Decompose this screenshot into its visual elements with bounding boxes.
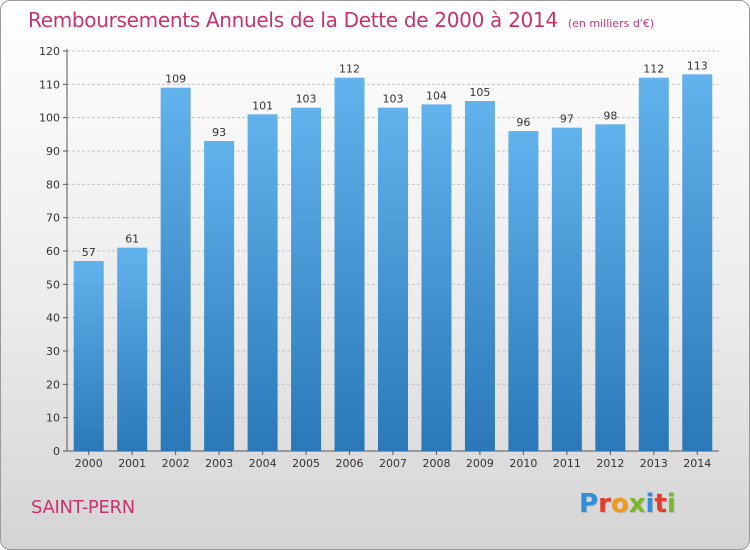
x-tick-label: 2001 (118, 457, 146, 470)
y-tick-labels: 0 10 20 30 40 50 60 70 80 90 100 110 120 (39, 45, 60, 458)
data-label: 109 (165, 73, 186, 86)
data-label: 113 (687, 59, 708, 72)
y-tick-label: 90 (46, 145, 60, 158)
y-tick-label: 70 (46, 212, 60, 225)
y-tick-label: 110 (39, 78, 60, 91)
bar-2009 (464, 101, 495, 451)
bar-2011 (551, 127, 582, 452)
data-label: 103 (383, 93, 404, 106)
data-labels: 57 61 109 93 101 103 112 103 104 105 96 97 98 112 113 (82, 59, 708, 259)
data-label: 112 (339, 63, 360, 76)
logo-letter: r (598, 489, 611, 519)
data-label: 101 (252, 99, 273, 112)
chart-subtitle: (en milliers d'€) (567, 17, 655, 30)
logo-letter: o (610, 489, 629, 519)
bar-2002 (160, 87, 191, 452)
x-tick-label: 2000 (75, 457, 103, 470)
bar-2001 (117, 247, 148, 451)
y-tick-label: 40 (46, 312, 60, 325)
data-label: 57 (82, 246, 96, 259)
x-tick-label: 2009 (466, 457, 494, 470)
x-tick-label: 2010 (509, 457, 537, 470)
x-tick-label: 2005 (292, 457, 320, 470)
x-tick-label: 2002 (162, 457, 190, 470)
x-tick-label: 2007 (379, 457, 407, 470)
bar-2014 (682, 74, 713, 451)
data-label: 97 (560, 113, 574, 126)
bar-2010 (508, 131, 539, 451)
x-tick-label: 2013 (640, 457, 668, 470)
bar-2004 (247, 114, 278, 451)
data-label: 93 (212, 126, 226, 139)
y-tick-label: 30 (46, 345, 60, 358)
x-tick-label: 2006 (336, 457, 364, 470)
logo-letter: i (666, 489, 676, 519)
y-tick-label: 10 (46, 412, 60, 425)
x-tick-label: 2011 (553, 457, 581, 470)
data-label: 104 (426, 89, 447, 102)
y-tick-label: 120 (39, 45, 60, 58)
proxiti-logo[interactable]: Proxiti (579, 489, 676, 519)
bar-2008 (421, 104, 452, 451)
data-label: 96 (516, 116, 530, 129)
logo-letter: i (645, 489, 655, 519)
data-label: 105 (469, 86, 490, 99)
chart-title: Remboursements Annuels de la Dette de 20… (28, 8, 654, 32)
y-tick-label: 60 (46, 245, 60, 258)
x-tick-label: 2008 (422, 457, 450, 470)
x-tick-label: 2003 (205, 457, 233, 470)
y-tick-label: 100 (39, 112, 60, 125)
data-label: 98 (603, 109, 617, 122)
y-tick-label: 80 (46, 178, 60, 191)
bar-2000 (73, 261, 104, 451)
x-tick-label: 2014 (683, 457, 711, 470)
bar-2013 (638, 77, 669, 452)
data-label: 61 (125, 233, 139, 246)
bar-2003 (204, 141, 235, 451)
y-tick-label: 20 (46, 378, 60, 391)
y-tick-label: 50 (46, 278, 60, 291)
commune-name: SAINT-PERN (31, 497, 135, 518)
bar-2007 (378, 107, 408, 452)
chart-title-text: Remboursements Annuels de la Dette de 20… (28, 8, 558, 32)
x-tick-labels: 2000 2001 2002 2003 2004 2005 2006 2007 2008 2009… (75, 451, 711, 470)
data-label: 103 (296, 93, 317, 106)
bar-2006 (334, 77, 365, 452)
logo-letter: P (579, 489, 599, 519)
y-tick-label: 0 (53, 445, 60, 458)
x-tick-label: 2004 (249, 457, 277, 470)
x-tick-label: 2012 (596, 457, 624, 470)
logo-letter: x (628, 489, 646, 519)
bar-2005 (291, 107, 322, 452)
bar-2012 (595, 124, 626, 451)
logo-letter: t (654, 489, 667, 519)
bars (73, 74, 713, 452)
data-label: 112 (643, 63, 664, 76)
